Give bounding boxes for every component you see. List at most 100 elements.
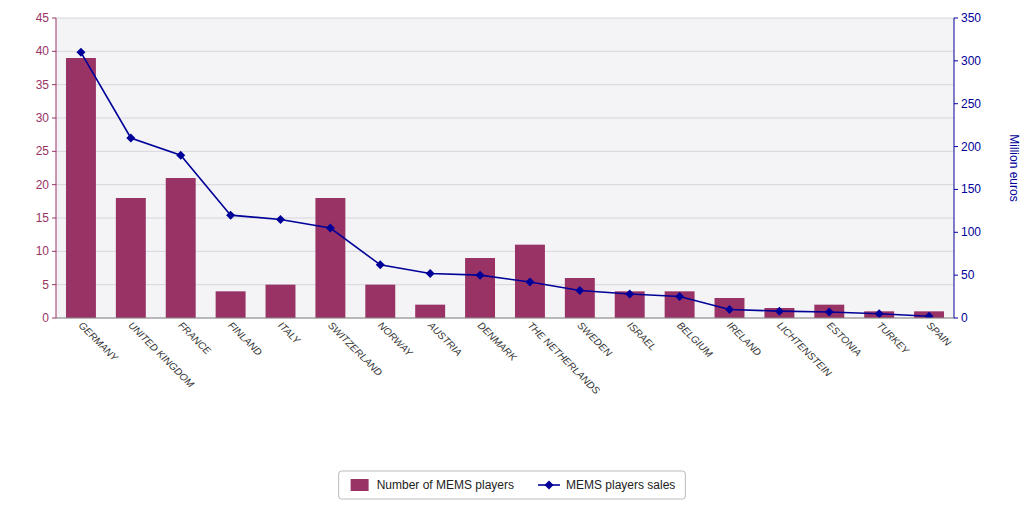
- y-tick-label: 0: [42, 311, 49, 325]
- y2-tick: [954, 103, 958, 104]
- bar: [266, 285, 296, 318]
- y2-tick: [954, 60, 958, 61]
- grid-line: [56, 18, 954, 19]
- y-tick: [52, 118, 56, 119]
- axes: 0 5 10 15 20 25 30 35 40 45 0 50 100 150 200 250 300 350 M…: [36, 11, 1021, 396]
- bar: [66, 58, 96, 318]
- x-tick-label: LICHTENSTEIN: [775, 320, 834, 379]
- grid-line: [56, 151, 954, 152]
- x-tick-label: DENMARK: [476, 320, 520, 364]
- y-tick-label: 30: [36, 111, 50, 125]
- x-tick-label: BELGIUM: [675, 320, 715, 360]
- x-tick-label: SWITZERLAND: [326, 320, 384, 378]
- y-tick: [52, 218, 56, 219]
- grid-line: [56, 118, 954, 119]
- bar: [415, 305, 445, 318]
- marker: [76, 48, 85, 57]
- x-tick-label: FINLAND: [226, 320, 264, 358]
- marker: [476, 271, 485, 280]
- y-tick-label: 35: [36, 78, 50, 92]
- marker: [675, 292, 684, 301]
- bar: [465, 258, 495, 318]
- grid-line: [56, 51, 954, 52]
- x-tick-label: ISRAEL: [625, 320, 658, 353]
- y2-tick-label: 300: [961, 54, 981, 68]
- y2-tick: [954, 318, 958, 319]
- y-tick-label: 45: [36, 11, 50, 25]
- y2-tick-label: 100: [961, 225, 981, 239]
- x-tick-label: AUSTRIA: [425, 319, 464, 358]
- bar: [116, 198, 146, 318]
- marks: [66, 48, 944, 318]
- x-tick-label: NORWAY: [376, 320, 416, 360]
- marker: [426, 269, 435, 278]
- legend-marker: [545, 481, 554, 490]
- marker: [525, 278, 534, 287]
- x-tick-label: SWEDEN: [575, 320, 614, 359]
- x-axis-line: [56, 318, 954, 319]
- grid: [56, 18, 954, 318]
- marker: [376, 260, 385, 269]
- y2-tick-label: 150: [961, 182, 981, 196]
- y-tick-label: 20: [36, 178, 50, 192]
- y-tick-label: 10: [36, 244, 50, 258]
- bar: [565, 278, 595, 318]
- chart: 0 5 10 15 20 25 30 35 40 45 0 50 100 150 200 250 300 350 M…: [0, 0, 1024, 511]
- y2-tick: [954, 189, 958, 190]
- y2-tick: [954, 275, 958, 276]
- x-tick-label: ESTONIA: [825, 320, 864, 359]
- y2-tick-label: 200: [961, 140, 981, 154]
- y-tick: [52, 284, 56, 285]
- y-tick: [52, 18, 56, 19]
- marker: [625, 290, 634, 299]
- x-tick-label: FRANCE: [176, 320, 213, 357]
- y-tick: [52, 251, 56, 252]
- marker: [226, 211, 235, 220]
- grid-line: [56, 318, 954, 319]
- y-tick: [52, 84, 56, 85]
- marker: [176, 151, 185, 160]
- marker: [575, 286, 584, 295]
- y2-tick-label: 0: [961, 311, 968, 325]
- bar: [715, 298, 745, 318]
- legend-box: [339, 471, 686, 499]
- y2-axis-label: Million euros: [1007, 134, 1021, 201]
- y-tick: [52, 151, 56, 152]
- x-tick-label: IRELAND: [725, 320, 763, 358]
- y2-tick-label: 350: [961, 11, 981, 25]
- y-tick-label: 40: [36, 44, 50, 58]
- y-tick: [52, 184, 56, 185]
- y2-tick: [954, 18, 958, 19]
- y-tick-label: 25: [36, 144, 50, 158]
- line: [81, 52, 929, 316]
- x-tick-label: TURKEY: [875, 320, 912, 357]
- y2-tick: [954, 232, 958, 233]
- x-tick-label: ITALY: [276, 320, 303, 347]
- bar: [315, 198, 345, 318]
- marker: [775, 307, 784, 316]
- y-tick: [52, 51, 56, 52]
- y2-tick: [954, 146, 958, 147]
- y2-tick-label: 250: [961, 97, 981, 111]
- bar: [216, 291, 246, 318]
- legend: Number of MEMS players MEMS players sales: [339, 471, 686, 499]
- y-tick-label: 15: [36, 211, 50, 225]
- marker: [725, 305, 734, 314]
- marker: [925, 312, 934, 318]
- plot-area: [56, 18, 954, 318]
- legend-label: MEMS players sales: [566, 478, 675, 492]
- y-tick-label: 5: [42, 278, 49, 292]
- y2-tick-label: 50: [961, 268, 975, 282]
- marker: [126, 134, 135, 143]
- legend-label: Number of MEMS players: [377, 478, 514, 492]
- y-tick: [52, 318, 56, 319]
- bar: [365, 285, 395, 318]
- marker: [875, 309, 884, 318]
- y2-axis-line: [954, 18, 955, 318]
- marker: [276, 215, 285, 224]
- legend-swatch: [351, 479, 369, 491]
- y-axis-line: [56, 18, 57, 318]
- marker: [825, 308, 834, 317]
- bar: [166, 178, 196, 318]
- marker: [326, 224, 335, 233]
